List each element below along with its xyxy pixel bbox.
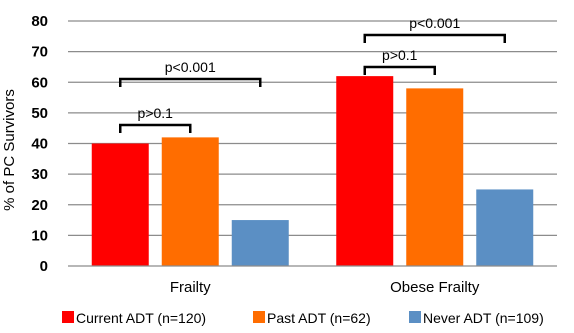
bar-past-1 bbox=[406, 88, 464, 266]
significance-bracket bbox=[363, 33, 506, 43]
p-value-label: p<0.001 bbox=[165, 59, 216, 75]
y-tick-label: 50 bbox=[31, 105, 48, 122]
p-value-label: p>0.1 bbox=[382, 47, 418, 63]
bar-never-1 bbox=[476, 189, 534, 266]
y-tick-label: 40 bbox=[31, 136, 48, 153]
p-value-label: p<0.001 bbox=[409, 15, 460, 31]
y-tick-label: 30 bbox=[31, 166, 48, 183]
category-label: Frailty bbox=[170, 279, 211, 296]
category-labels: Frailty Obese Frailty bbox=[170, 279, 480, 296]
y-tick-label: 60 bbox=[31, 74, 48, 91]
bar-current-0 bbox=[91, 143, 149, 266]
significance-bracket bbox=[363, 65, 436, 75]
legend-swatch bbox=[409, 311, 421, 323]
legend-swatch bbox=[253, 311, 265, 323]
y-tick-label: 80 bbox=[31, 13, 48, 30]
y-tick-label: 70 bbox=[31, 44, 48, 61]
bar-past-0 bbox=[161, 137, 219, 266]
legend: Current ADT (n=120) Past ADT (n=62) Never … bbox=[62, 310, 544, 326]
bars bbox=[91, 76, 534, 266]
legend-label: Past ADT (n=62) bbox=[267, 310, 371, 326]
significance-bracket bbox=[119, 123, 192, 133]
bar-never-0 bbox=[231, 220, 289, 266]
significance-annotations: p>0.1 p<0.001 p>0.1 p<0.001 bbox=[119, 15, 506, 133]
category-label: Obese Frailty bbox=[390, 279, 480, 296]
y-axis-label: % of PC Survivors bbox=[1, 89, 18, 211]
bar-current-1 bbox=[336, 76, 394, 266]
gridlines bbox=[68, 20, 557, 237]
legend-swatch bbox=[62, 311, 74, 323]
legend-label: Current ADT (n=120) bbox=[76, 310, 206, 326]
y-axis-ticks: 0 10 20 30 40 50 60 70 80 bbox=[31, 13, 48, 275]
y-tick-label: 0 bbox=[40, 258, 48, 275]
y-tick-label: 20 bbox=[31, 197, 48, 214]
p-value-label: p>0.1 bbox=[138, 105, 174, 121]
significance-bracket bbox=[119, 77, 262, 87]
y-tick-label: 10 bbox=[31, 227, 48, 244]
legend-label: Never ADT (n=109) bbox=[423, 310, 544, 326]
